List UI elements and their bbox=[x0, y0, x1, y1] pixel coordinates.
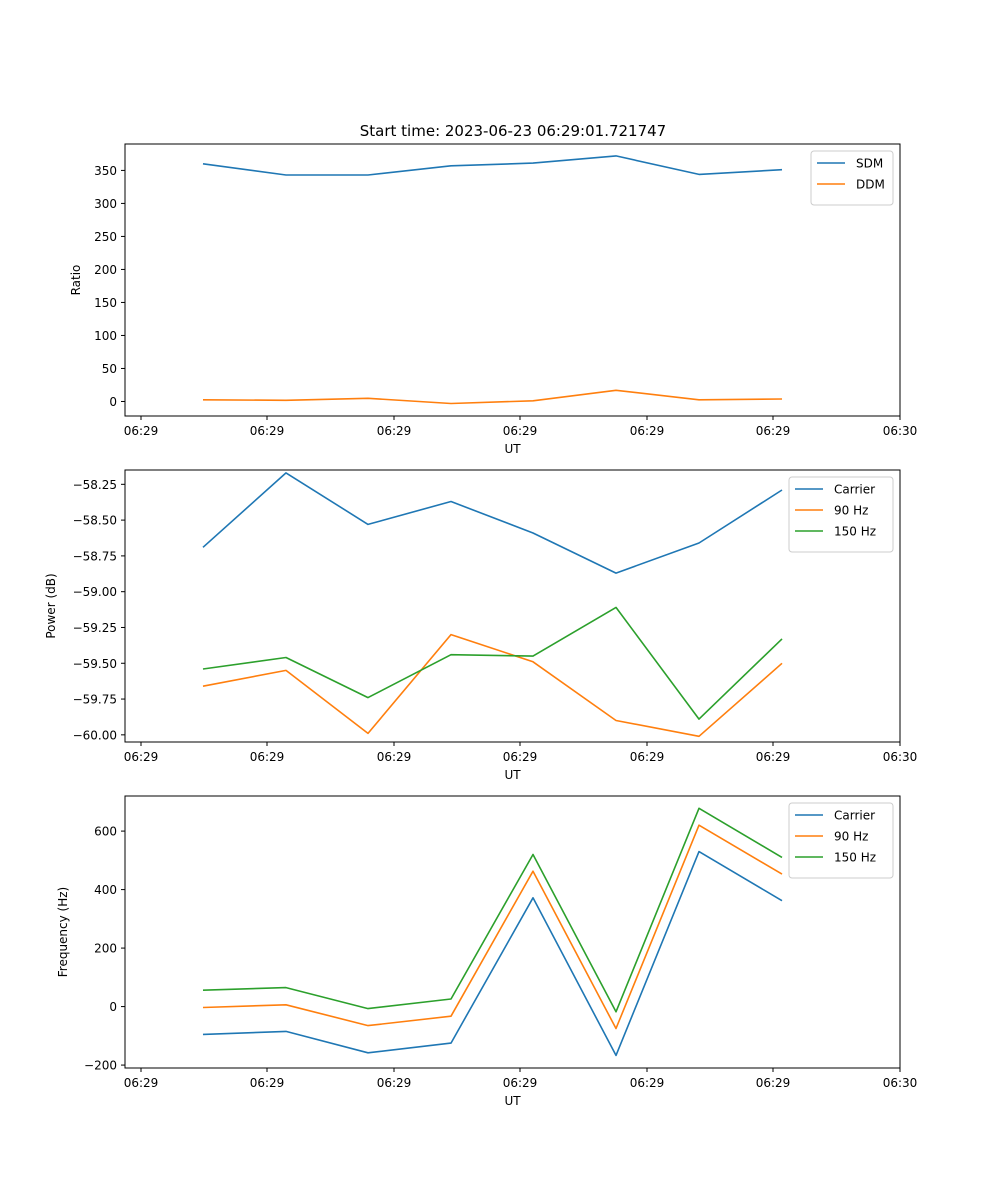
legend: Carrier 90 Hz 150 Hz bbox=[788, 802, 894, 879]
y-axis-label: Ratio bbox=[69, 265, 83, 296]
x-tick-label: 06:29 bbox=[630, 424, 665, 438]
y-tick-label: 600 bbox=[94, 825, 117, 839]
x-tick-label: 06:30 bbox=[883, 1076, 918, 1090]
x-tick-label: 06:29 bbox=[124, 424, 159, 438]
x-axis-label: UT bbox=[504, 442, 521, 456]
y-tick-label: −60.00 bbox=[73, 728, 117, 742]
y-tick-label: 400 bbox=[94, 883, 117, 897]
x-tick-label: 06:29 bbox=[503, 424, 538, 438]
series-line-ddm bbox=[202, 389, 783, 405]
legend-frame bbox=[788, 476, 894, 553]
series-line-carrier bbox=[202, 472, 783, 574]
x-tick-label: 06:29 bbox=[250, 424, 285, 438]
legend-entry: DDM bbox=[856, 178, 885, 192]
panel-3: 06:29 06:29 06:29 06:29 06:29 06:29 06:30 −200 0… bbox=[56, 795, 918, 1108]
axes-frame bbox=[124, 469, 901, 743]
x-tick-label: 06:29 bbox=[250, 1076, 285, 1090]
y-tick-label: 200 bbox=[94, 263, 117, 277]
legend-entry: Carrier bbox=[834, 483, 875, 497]
y-tick-label: 0 bbox=[109, 395, 117, 409]
x-tick-label: 06:29 bbox=[250, 750, 285, 764]
y-tick-label: −59.00 bbox=[73, 585, 117, 599]
y-tick-label: 0 bbox=[109, 1000, 117, 1014]
x-axis-label: UT bbox=[504, 768, 521, 782]
y-tick-label: 350 bbox=[94, 164, 117, 178]
x-tick-label: 06:29 bbox=[756, 424, 791, 438]
y-tick-label: −59.50 bbox=[73, 657, 117, 671]
legend-entry: Carrier bbox=[834, 809, 875, 823]
legend-entry: 90 Hz bbox=[834, 504, 868, 518]
y-tick-label: −200 bbox=[84, 1059, 117, 1073]
legend-entry: 90 Hz bbox=[834, 830, 868, 844]
y-tick-label: 200 bbox=[94, 942, 117, 956]
y-tick-label: −58.50 bbox=[73, 514, 117, 528]
legend: SDM DDM bbox=[810, 150, 894, 206]
panel-1: 06:29 06:29 06:29 06:29 06:29 06:29 06:30 0 50 10… bbox=[69, 143, 918, 456]
y-axis-label: Frequency (Hz) bbox=[56, 887, 70, 978]
figure-title: Start time: 2023-06-23 06:29:01.721747 bbox=[360, 122, 666, 140]
x-tick-label: 06:30 bbox=[883, 750, 918, 764]
x-tick-label: 06:29 bbox=[377, 1076, 412, 1090]
y-tick-label: −59.75 bbox=[73, 693, 117, 707]
y-tick-label: −59.25 bbox=[73, 621, 117, 635]
series-line-150-hz bbox=[202, 606, 783, 720]
y-tick-label: −58.75 bbox=[73, 549, 117, 563]
legend-entry: 150 Hz bbox=[834, 851, 876, 865]
y-tick-label: 150 bbox=[94, 296, 117, 310]
series-line-sdm bbox=[202, 155, 783, 176]
axes-frame bbox=[124, 795, 901, 1069]
x-tick-label: 06:29 bbox=[377, 750, 412, 764]
x-tick-label: 06:29 bbox=[503, 1076, 538, 1090]
y-tick-label: −58.25 bbox=[73, 478, 117, 492]
panel-2: 06:29 06:29 06:29 06:29 06:29 06:29 06:30 −60.0… bbox=[44, 469, 918, 782]
series-line-90-hz bbox=[202, 633, 783, 738]
x-axis-label: UT bbox=[504, 1094, 521, 1108]
x-tick-label: 06:30 bbox=[883, 424, 918, 438]
y-tick-label: 250 bbox=[94, 230, 117, 244]
x-tick-label: 06:29 bbox=[630, 750, 665, 764]
legend-frame bbox=[788, 802, 894, 879]
legend: Carrier 90 Hz 150 Hz bbox=[788, 476, 894, 553]
x-tick-label: 06:29 bbox=[503, 750, 538, 764]
y-tick-label: 300 bbox=[94, 197, 117, 211]
y-tick-label: 50 bbox=[102, 362, 117, 376]
legend-entry: 150 Hz bbox=[834, 525, 876, 539]
x-tick-label: 06:29 bbox=[124, 750, 159, 764]
x-tick-label: 06:29 bbox=[630, 1076, 665, 1090]
axes-frame bbox=[124, 143, 901, 417]
legend-entry: SDM bbox=[856, 157, 883, 171]
x-tick-label: 06:29 bbox=[377, 424, 412, 438]
series-line-carrier bbox=[202, 850, 783, 1057]
y-tick-label: 100 bbox=[94, 329, 117, 343]
x-tick-label: 06:29 bbox=[124, 1076, 159, 1090]
series-line-150-hz bbox=[202, 807, 783, 1013]
x-tick-label: 06:29 bbox=[756, 750, 791, 764]
series-line-90-hz bbox=[202, 824, 783, 1030]
legend-frame bbox=[810, 150, 894, 206]
y-axis-label: Power (dB) bbox=[44, 573, 58, 638]
x-tick-label: 06:29 bbox=[756, 1076, 791, 1090]
